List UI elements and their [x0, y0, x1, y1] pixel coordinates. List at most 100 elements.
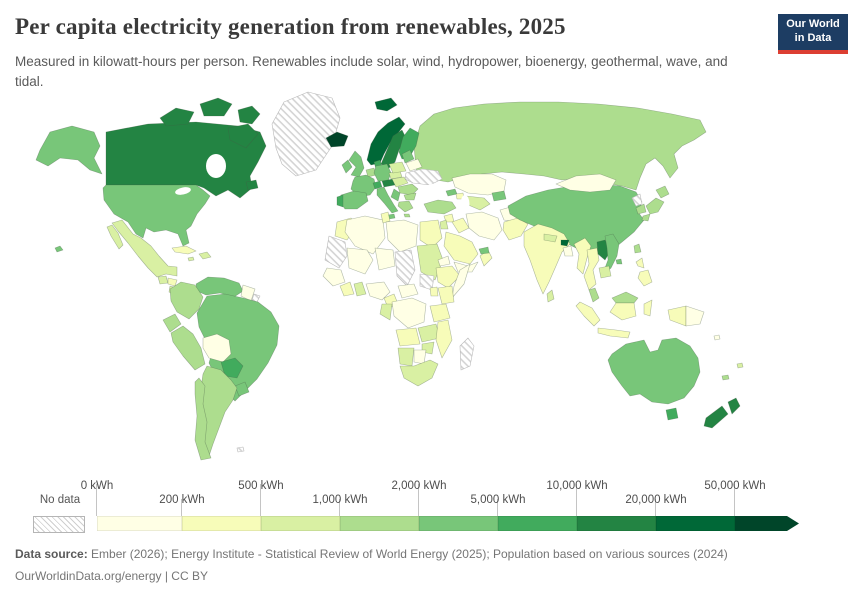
- country-turkey[interactable]: [423, 199, 457, 215]
- country-colombia[interactable]: [169, 281, 204, 320]
- country-tasmania[interactable]: [665, 407, 679, 421]
- country-germany[interactable]: [373, 163, 392, 182]
- country-hispaniola[interactable]: [198, 251, 212, 260]
- country-png[interactable]: [685, 305, 705, 327]
- legend-swatch-7[interactable]: [656, 516, 735, 531]
- country-madagascar[interactable]: [459, 337, 475, 371]
- country-ukraine[interactable]: [404, 168, 443, 186]
- legend-swatch-1[interactable]: [182, 516, 261, 531]
- country-drc[interactable]: [391, 297, 427, 329]
- country-namibia[interactable]: [397, 347, 415, 367]
- legend-swatch-4[interactable]: [419, 516, 498, 531]
- country-israel-jordan[interactable]: [439, 219, 449, 230]
- country-senegal-guinea[interactable]: [322, 267, 346, 287]
- country-poland[interactable]: [388, 161, 407, 174]
- country-spain[interactable]: [338, 190, 369, 210]
- legend-swatch-8[interactable]: [735, 516, 799, 531]
- country-honduras[interactable]: [167, 277, 178, 287]
- country-nepal[interactable]: [543, 233, 558, 243]
- country-belarus[interactable]: [405, 158, 423, 172]
- owid-link[interactable]: OurWorldinData.org/energy | CC BY: [15, 569, 208, 583]
- legend-swatch-0[interactable]: [97, 516, 182, 531]
- country-angola[interactable]: [395, 327, 421, 347]
- country-greece[interactable]: [397, 200, 414, 218]
- country-switzerland[interactable]: [372, 180, 383, 190]
- country-ecuador[interactable]: [162, 313, 182, 333]
- country-chile[interactable]: [194, 377, 212, 461]
- country-myanmar[interactable]: [573, 237, 592, 275]
- country-cambodia[interactable]: [598, 265, 612, 279]
- country-new-caledonia[interactable]: [721, 374, 730, 381]
- country-hawaii[interactable]: [54, 245, 64, 253]
- country-car[interactable]: [397, 283, 419, 299]
- country-mongolia[interactable]: [555, 173, 617, 193]
- country-france[interactable]: [350, 174, 377, 198]
- country-uk[interactable]: [348, 150, 365, 178]
- country-australia[interactable]: [607, 337, 701, 405]
- owid-logo[interactable]: Our World in Data: [778, 14, 848, 54]
- country-guatemala[interactable]: [157, 275, 169, 285]
- country-mozambique[interactable]: [435, 319, 453, 359]
- country-canada-arctic[interactable]: [159, 97, 261, 191]
- country-new-zealand[interactable]: [703, 397, 741, 429]
- country-georgia[interactable]: [445, 188, 458, 197]
- country-chad[interactable]: [394, 249, 416, 287]
- country-japan[interactable]: [641, 185, 670, 222]
- country-bolivia[interactable]: [202, 333, 232, 363]
- country-ethiopia[interactable]: [435, 265, 461, 289]
- country-south-africa[interactable]: [399, 359, 439, 387]
- country-uruguay[interactable]: [234, 381, 250, 397]
- country-algeria[interactable]: [344, 215, 386, 255]
- legend-swatch-3[interactable]: [340, 516, 419, 531]
- country-falklands[interactable]: [236, 446, 245, 453]
- country-ghana[interactable]: [353, 281, 367, 297]
- country-venezuela[interactable]: [195, 276, 244, 298]
- legend-swatch-6[interactable]: [577, 516, 656, 531]
- country-slovakia-hungary[interactable]: [391, 176, 409, 188]
- country-bhutan[interactable]: [560, 239, 570, 247]
- country-fiji[interactable]: [736, 362, 744, 369]
- legend-swatch-5[interactable]: [498, 516, 577, 531]
- country-niger[interactable]: [374, 247, 396, 271]
- country-usa[interactable]: [102, 184, 211, 247]
- country-hainan[interactable]: [615, 258, 623, 265]
- country-somalia[interactable]: [451, 263, 471, 299]
- country-vietnam[interactable]: [601, 233, 620, 277]
- country-malaysia[interactable]: [588, 287, 639, 304]
- country-philippines[interactable]: [635, 257, 653, 287]
- country-taiwan[interactable]: [633, 243, 642, 254]
- country-w-sahara-mauritania[interactable]: [324, 235, 348, 269]
- country-mexico[interactable]: [106, 219, 178, 278]
- country-uganda[interactable]: [429, 286, 439, 297]
- country-baltics[interactable]: [401, 149, 415, 164]
- country-iraq[interactable]: [451, 217, 470, 234]
- country-alaska[interactable]: [35, 125, 103, 175]
- country-peru[interactable]: [170, 325, 206, 371]
- country-uzbek-turkmen[interactable]: [465, 195, 491, 211]
- country-iceland[interactable]: [325, 131, 349, 148]
- country-bulgaria[interactable]: [403, 192, 417, 201]
- country-cuba[interactable]: [171, 245, 197, 255]
- country-south-korea[interactable]: [635, 203, 647, 215]
- country-gabon-congo[interactable]: [379, 303, 393, 321]
- country-egypt[interactable]: [419, 219, 443, 249]
- country-uae[interactable]: [478, 246, 490, 255]
- country-sri-lanka[interactable]: [546, 289, 555, 303]
- country-svalbard[interactable]: [374, 97, 398, 112]
- country-ivory-coast[interactable]: [339, 281, 355, 297]
- country-greenland[interactable]: [271, 91, 341, 177]
- country-india[interactable]: [523, 223, 571, 295]
- country-kenya[interactable]: [437, 285, 455, 305]
- country-north-korea[interactable]: [631, 193, 643, 207]
- country-balkans[interactable]: [390, 188, 401, 202]
- country-bangladesh[interactable]: [562, 245, 574, 257]
- country-mali[interactable]: [346, 247, 374, 275]
- country-indonesia[interactable]: [575, 299, 687, 339]
- country-thailand[interactable]: [583, 247, 600, 291]
- country-nigeria[interactable]: [365, 281, 391, 301]
- country-libya[interactable]: [385, 219, 419, 253]
- legend-no-data-swatch[interactable]: [33, 516, 85, 533]
- country-romania[interactable]: [397, 183, 419, 196]
- country-portugal[interactable]: [336, 194, 344, 208]
- country-tanzania[interactable]: [429, 303, 451, 323]
